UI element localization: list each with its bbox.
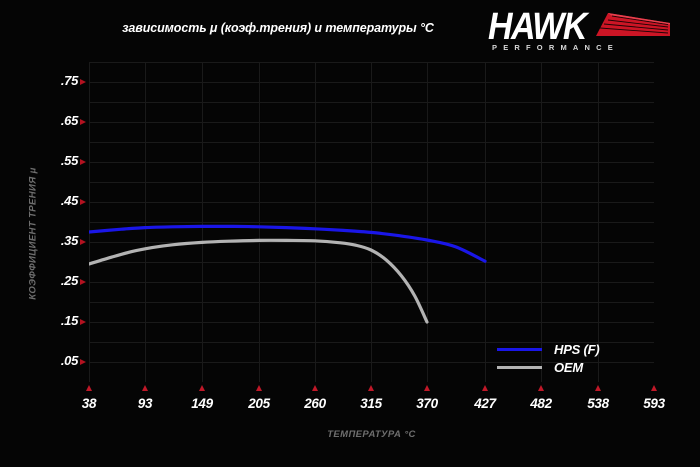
x-tick-label: 538	[587, 396, 609, 411]
y-tick-arrow-icon	[80, 118, 86, 125]
chart-legend: HPS (F) OEM	[497, 340, 600, 376]
x-tick-label: 38	[81, 396, 97, 411]
y-tick-arrow-icon	[80, 198, 86, 205]
y-axis-title: КОЭФФИЦИЕНТ ТРЕНИЯ μ	[27, 167, 39, 300]
legend-color-swatch	[497, 347, 542, 351]
y-tick-label: .25	[60, 273, 78, 288]
x-axis-title: ТЕМПЕРАТУРА °C	[327, 429, 416, 440]
x-tick-arrow-icon	[255, 385, 262, 391]
x-tick-arrow-icon	[650, 385, 657, 391]
legend-item-label: OEM	[554, 359, 584, 375]
x-tick-label: 260	[304, 396, 326, 411]
y-tick-label: .45	[60, 193, 78, 208]
hawk-performance-logo: HAWK PERFORMANCE	[488, 5, 670, 54]
y-tick-label: .35	[60, 233, 78, 248]
y-tick-arrow-icon	[80, 78, 86, 85]
y-tick-arrow-icon	[80, 358, 86, 365]
x-tick-arrow-icon	[141, 385, 148, 391]
x-tick-label: 427	[474, 396, 496, 411]
x-tick-arrow-icon	[537, 385, 544, 391]
x-tick-label: 370	[416, 396, 438, 411]
x-tick-label: 93	[137, 396, 153, 411]
x-tick-label: 149	[191, 396, 213, 411]
page-title: зависимость μ (коэф.трения) и температур…	[122, 21, 434, 35]
legend-item-label: HPS (F)	[554, 341, 600, 357]
series-line	[89, 224, 487, 263]
x-tick-label: 593	[643, 396, 665, 411]
y-tick-arrow-icon	[80, 318, 86, 325]
logo-wordmark: HAWK	[488, 5, 587, 49]
y-tick-label: .05	[60, 353, 78, 368]
y-tick-label: .15	[60, 313, 78, 328]
y-tick-label: .75	[60, 73, 78, 88]
hawk-swoosh-icon	[596, 13, 670, 36]
x-tick-arrow-icon	[85, 385, 92, 391]
y-tick-label: .55	[60, 153, 78, 168]
x-tick-arrow-icon	[423, 385, 430, 391]
y-tick-arrow-icon	[80, 278, 86, 285]
x-tick-label: 315	[360, 396, 382, 411]
x-tick-arrow-icon	[481, 385, 488, 391]
y-tick-arrow-icon	[80, 238, 86, 245]
y-tick-label: .65	[60, 113, 78, 128]
series-line	[89, 238, 429, 324]
y-tick-arrow-icon	[80, 158, 86, 165]
x-tick-label: 482	[530, 396, 552, 411]
x-tick-arrow-icon	[367, 385, 374, 391]
legend-color-swatch	[497, 365, 542, 369]
legend-item[interactable]: OEM	[497, 358, 600, 376]
legend-item[interactable]: HPS (F)	[497, 340, 600, 358]
logo-tagline: PERFORMANCE	[492, 43, 619, 52]
grid-lines	[89, 62, 654, 382]
plot-area	[89, 62, 654, 382]
plot-canvas	[89, 62, 654, 382]
x-tick-arrow-icon	[594, 385, 601, 391]
x-tick-arrow-icon	[311, 385, 318, 391]
x-tick-arrow-icon	[198, 385, 205, 391]
x-tick-label: 205	[248, 396, 270, 411]
series-lines	[89, 224, 487, 324]
